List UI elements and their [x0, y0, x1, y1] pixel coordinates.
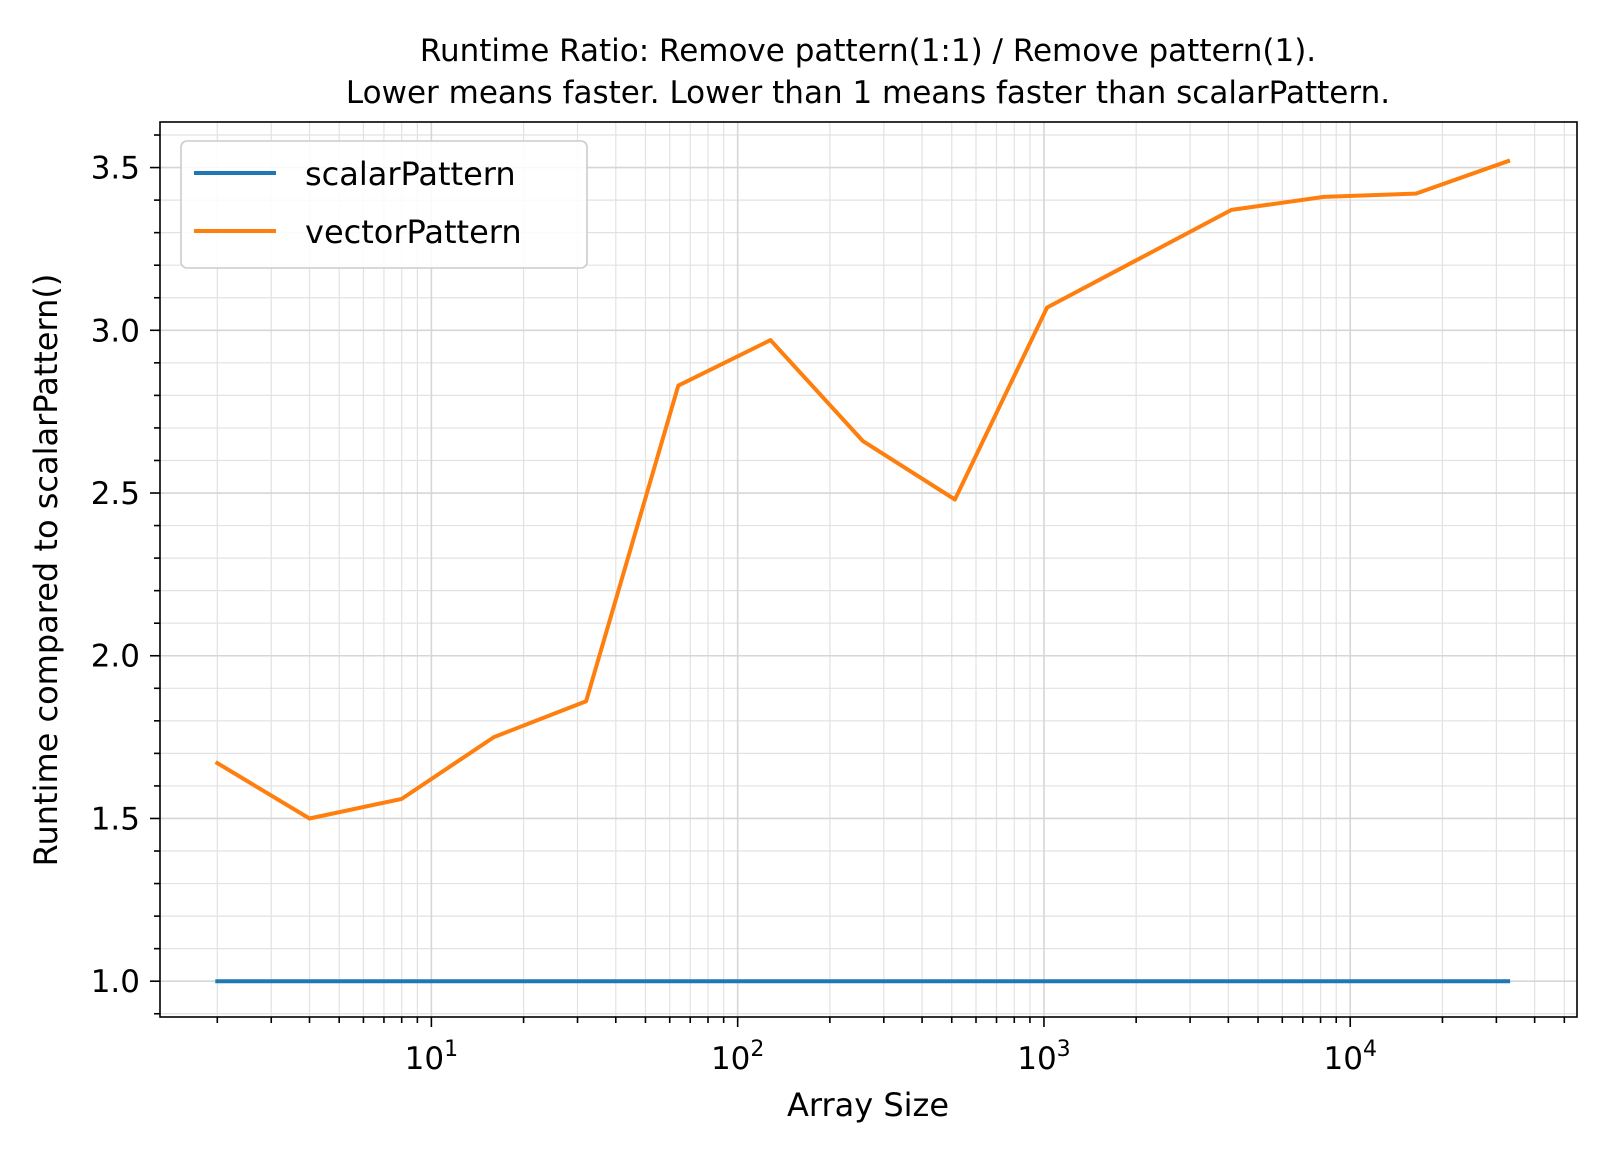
x-axis-label: Array Size — [787, 1086, 949, 1124]
x-tick-label: 104 — [1324, 1037, 1377, 1077]
chart-title-line-1: Runtime Ratio: Remove pattern(1:1) / Rem… — [420, 33, 1316, 69]
legend-label-vectorPattern: vectorPattern — [305, 213, 522, 251]
y-axis-label: Runtime compared to scalarPattern() — [27, 274, 65, 867]
x-tick-labels: 101 102 103 104 — [405, 1037, 1377, 1077]
legend: scalarPattern vectorPattern — [180, 140, 588, 269]
x-tick-label: 102 — [711, 1037, 764, 1077]
y-tick-labels: 1.0 1.5 2.0 2.5 3.0 3.5 — [91, 151, 140, 1001]
x-tick-label: 101 — [405, 1037, 458, 1077]
axis-ticks — [150, 134, 1566, 1027]
plot-frame — [159, 121, 1578, 1018]
grid — [160, 122, 1577, 1017]
chart-title: Runtime Ratio: Remove pattern(1:1) / Rem… — [346, 33, 1390, 111]
y-tick-label: 1.0 — [91, 964, 140, 1000]
series-line-vectorPattern — [214, 158, 1511, 821]
legend-box — [180, 140, 588, 269]
x-tick-label: 103 — [1017, 1037, 1070, 1077]
y-tick-label: 1.5 — [91, 801, 140, 837]
series-lines — [214, 158, 1511, 984]
y-tick-label: 2.5 — [91, 476, 140, 512]
y-tick-label: 3.5 — [91, 151, 140, 187]
legend-label-scalarPattern: scalarPattern — [305, 155, 516, 193]
y-tick-label: 3.0 — [91, 313, 140, 349]
y-tick-label: 2.0 — [91, 639, 140, 675]
chart-title-line-2: Lower means faster. Lower than 1 means f… — [346, 75, 1390, 111]
